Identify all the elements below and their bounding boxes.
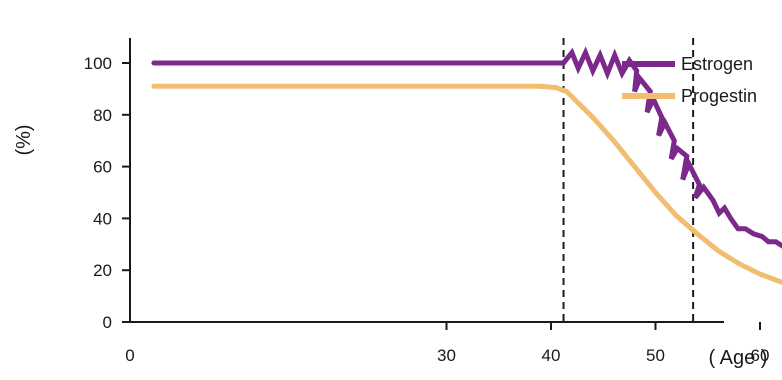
- x-tick-label: 60: [751, 346, 770, 365]
- series-layer: [151, 46, 782, 285]
- y-tick-label: 80: [93, 106, 112, 125]
- x-axis-label: ( Age ): [709, 347, 768, 369]
- x-tick-label: 40: [542, 346, 561, 365]
- y-tick-label: 20: [93, 261, 112, 280]
- x-tick-label: 0: [125, 346, 134, 365]
- legend: Estrogen Progestin: [622, 54, 757, 106]
- x-tick-label: 30: [437, 346, 456, 365]
- axes: [129, 38, 724, 323]
- y-tick-label: 100: [84, 54, 112, 73]
- x-tick-label: 50: [646, 346, 665, 365]
- series-line-estrogen: [151, 46, 782, 249]
- y-tick-label: 60: [93, 158, 112, 177]
- reference-lines: [562, 38, 695, 322]
- y-axis-label: (%): [13, 124, 35, 155]
- legend-label-estrogen: Estrogen: [681, 54, 753, 74]
- series-line-progestin: [151, 83, 782, 285]
- ticks: 02040608010003040506070: [84, 54, 770, 365]
- legend-label-progestin: Progestin: [681, 86, 757, 106]
- y-tick-label: 40: [93, 209, 112, 228]
- y-tick-label: 0: [103, 313, 112, 332]
